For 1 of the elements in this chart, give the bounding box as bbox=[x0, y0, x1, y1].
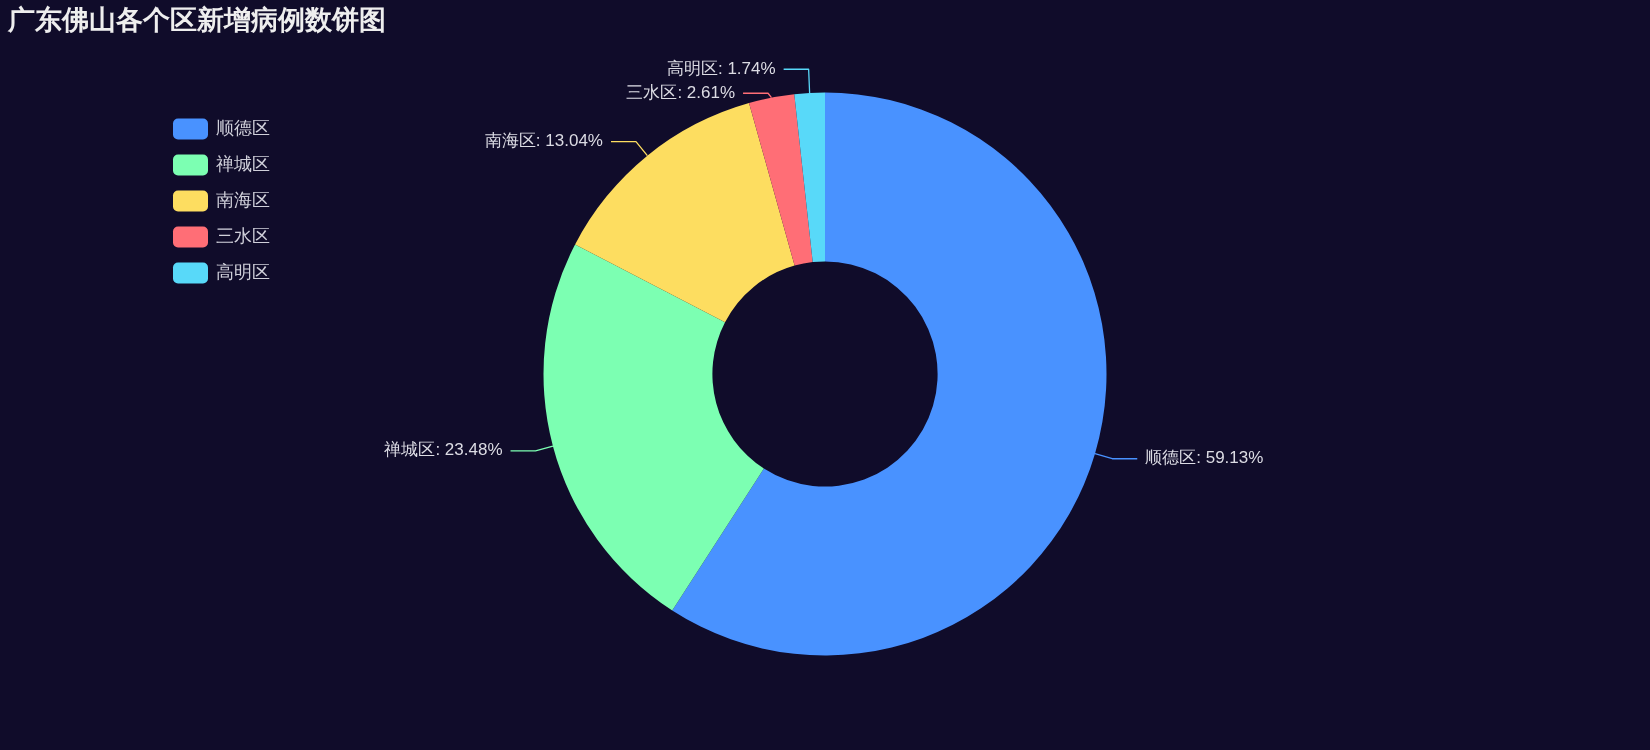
title: 广东佛山各个区新增病例数饼图 bbox=[8, 5, 386, 36]
